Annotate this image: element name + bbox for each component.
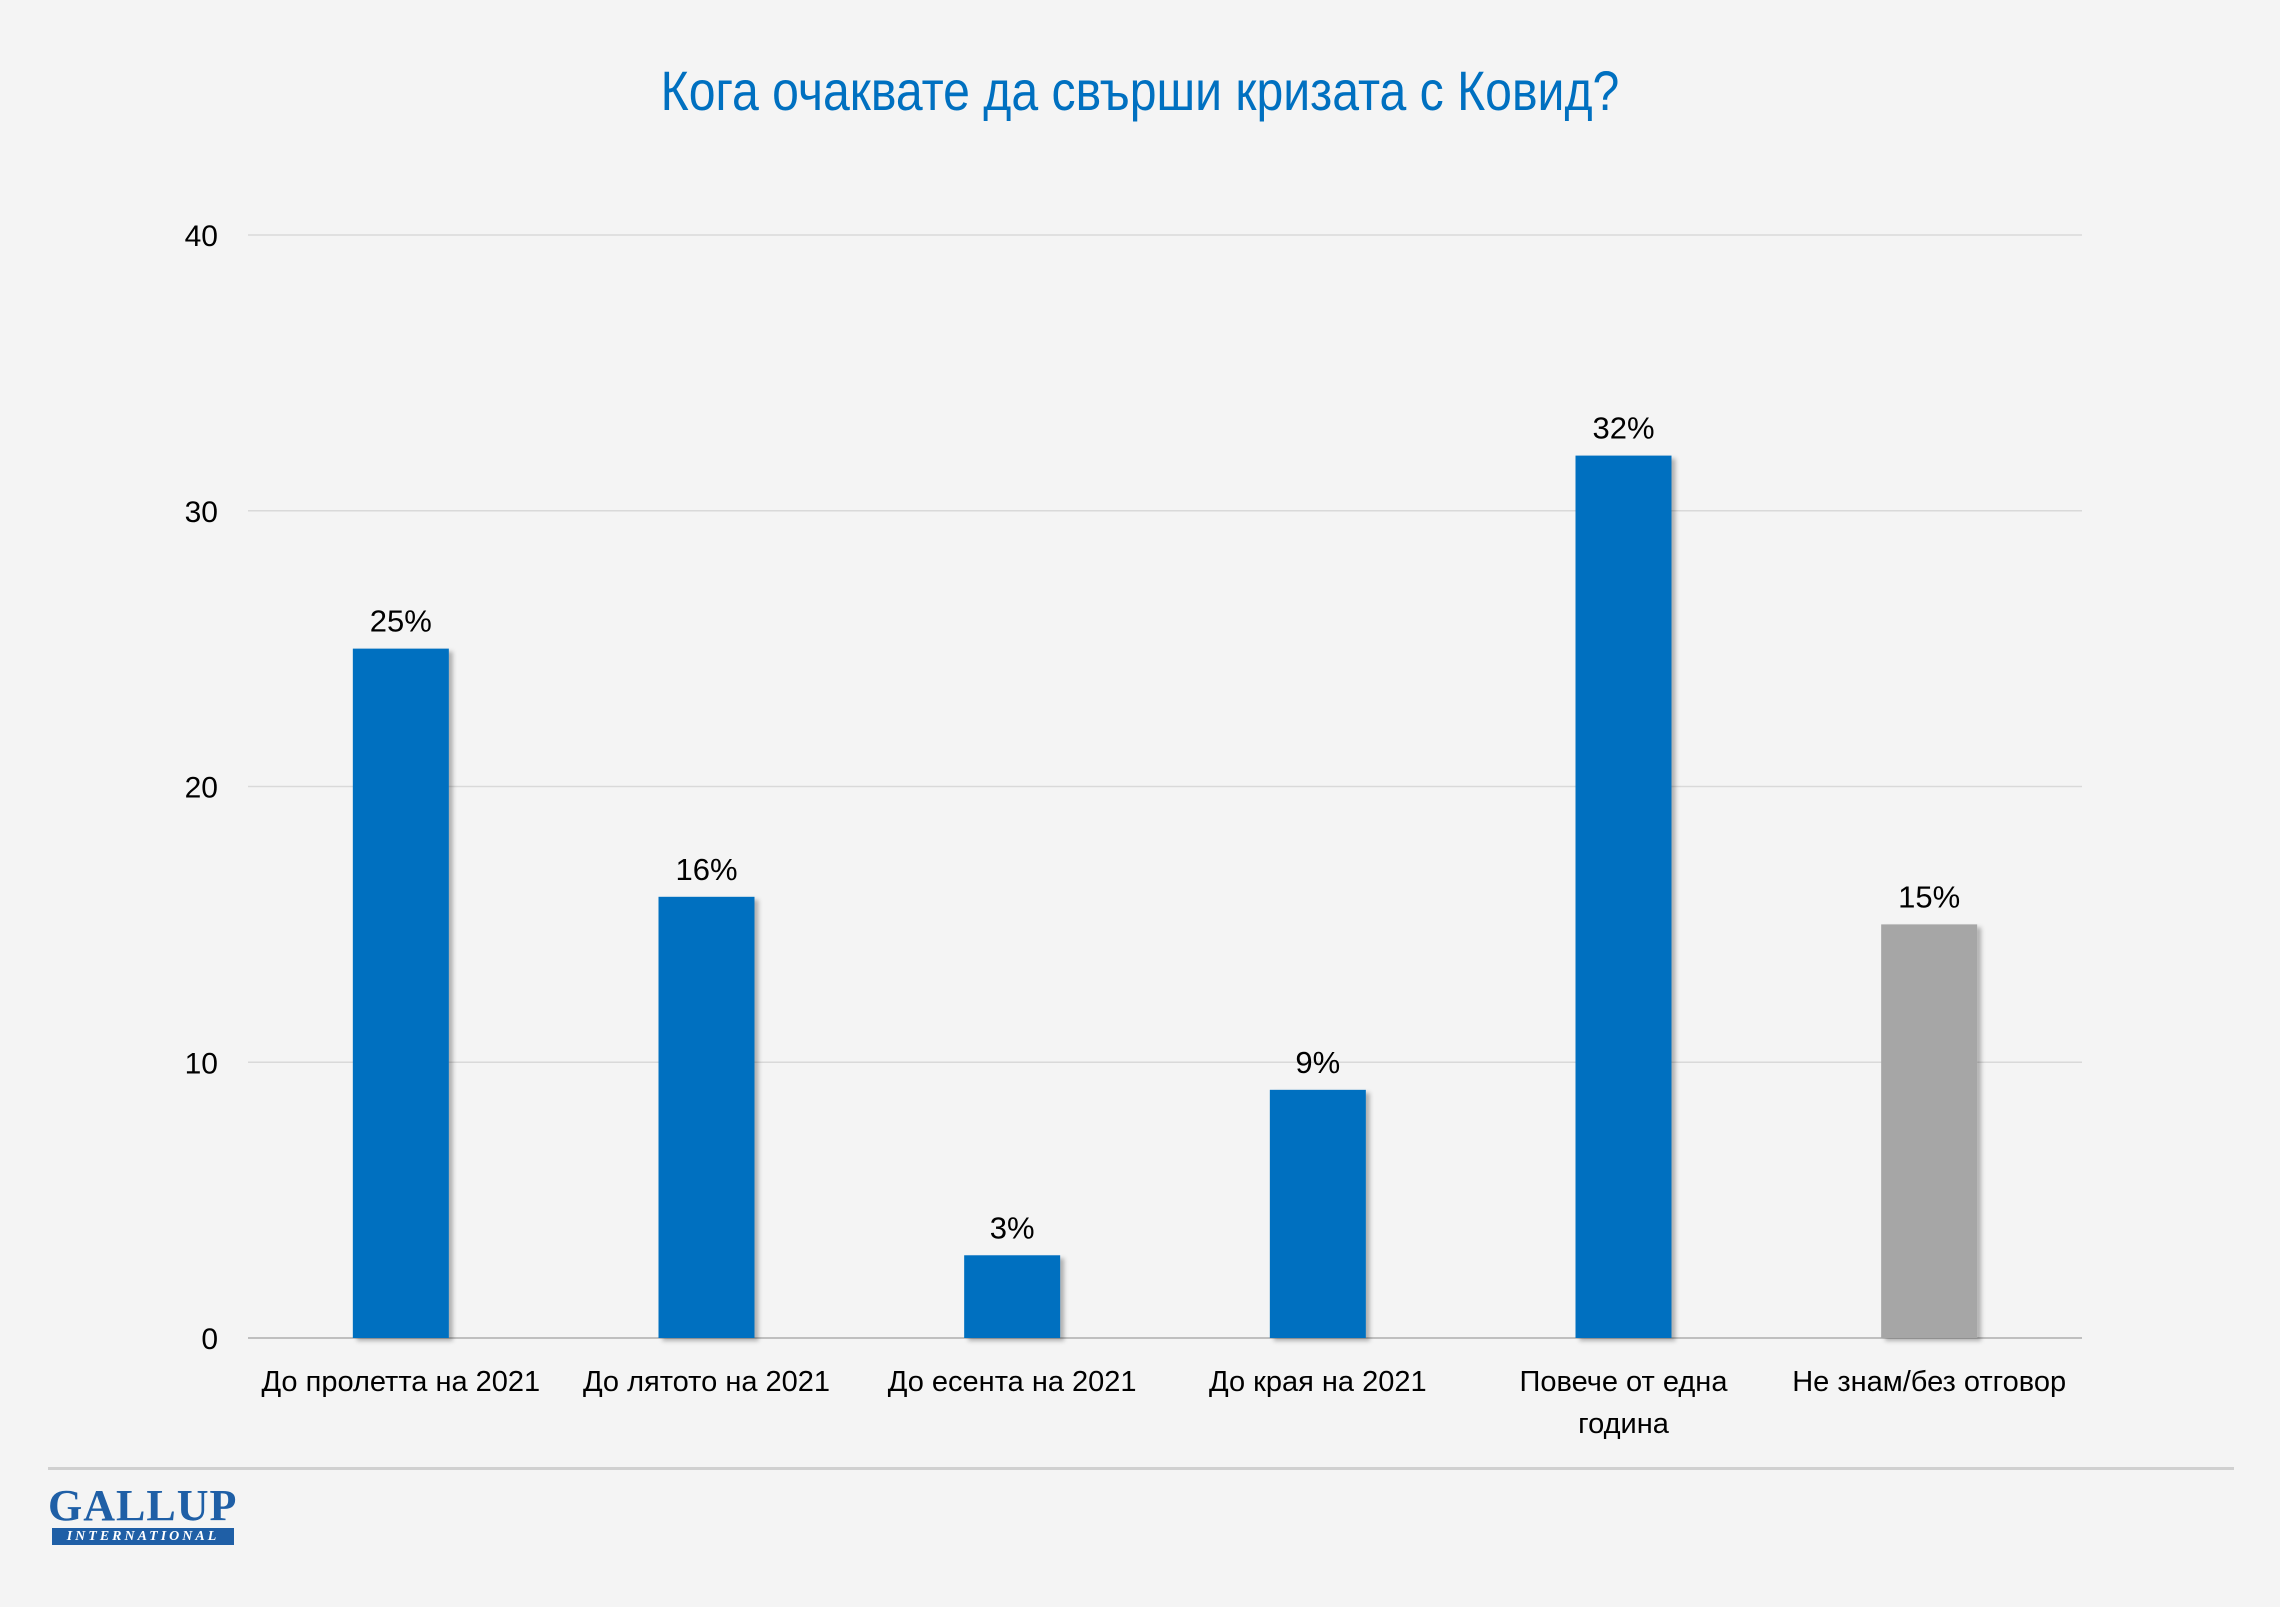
y-axis: 0 10 20 30 40 (185, 220, 218, 1356)
chart-title: Кога очаквате да свърши кризата с Ковид? (660, 59, 1620, 122)
gallup-international-logo: GALLUP INTERNATIONAL (48, 1481, 238, 1546)
category-label: До есента на 2021 (888, 1366, 1137, 1398)
data-label: 15% (1898, 879, 1960, 914)
data-label: 25% (370, 604, 432, 639)
bar (352, 648, 449, 1338)
category-label: Не знам/без отговор (1792, 1366, 2066, 1398)
y-tick-label: 20 (185, 772, 218, 805)
bar (1575, 455, 1672, 1339)
logo-band: INTERNATIONAL (52, 1528, 234, 1545)
data-labels: 25% 16% 3% 9% 32% 15% (370, 411, 1960, 1246)
y-tick-label: 0 (201, 1323, 218, 1356)
category-label: До лятото на 2021 (583, 1366, 830, 1398)
footer-divider (48, 1467, 2234, 1470)
bar (1881, 924, 1978, 1338)
category-label: година (1578, 1408, 1670, 1440)
data-label: 9% (1295, 1045, 1340, 1080)
category-label: Повече от една (1520, 1366, 1729, 1398)
bar (964, 1255, 1061, 1338)
gridlines (248, 234, 2082, 1339)
category-label: До края на 2021 (1209, 1366, 1427, 1398)
data-label: 3% (990, 1210, 1035, 1245)
data-label: 32% (1592, 411, 1654, 446)
bar (658, 896, 755, 1338)
bars (352, 455, 1978, 1339)
bar (1269, 1089, 1366, 1338)
data-label: 16% (675, 852, 737, 887)
logo-wordmark: GALLUP (48, 1481, 238, 1530)
y-tick-label: 30 (185, 496, 218, 529)
y-tick-label: 40 (185, 220, 218, 253)
y-tick-label: 10 (185, 1047, 218, 1080)
x-axis: До пролетта на 2021 До лятото на 2021 До е… (261, 1366, 2066, 1440)
category-label: До пролетта на 2021 (261, 1366, 540, 1398)
